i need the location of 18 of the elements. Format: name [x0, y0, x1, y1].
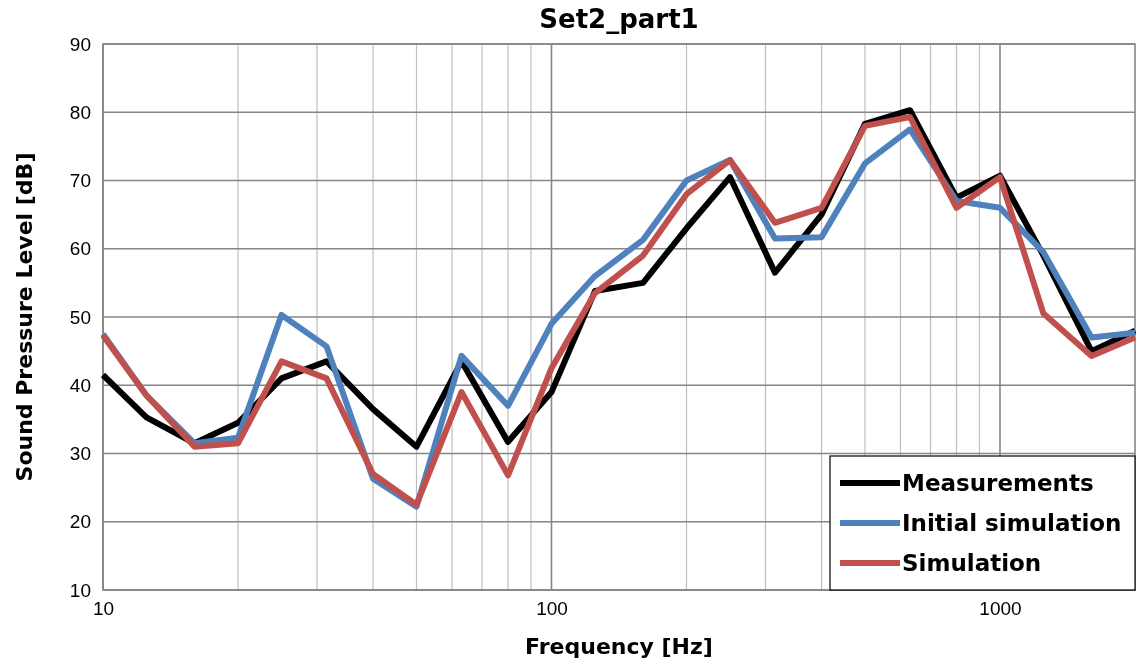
y-tick-label: 40: [69, 374, 91, 396]
y-tick-label: 20: [69, 511, 91, 533]
x-tick-label: 100: [536, 598, 568, 620]
x-tick-label: 10: [92, 598, 115, 620]
legend-label: Initial simulation: [902, 510, 1122, 536]
x-axis-title: Frequency [Hz]: [525, 634, 713, 659]
y-tick-label: 60: [69, 238, 91, 260]
y-tick-label: 30: [69, 443, 91, 465]
y-tick-label: 50: [69, 306, 91, 328]
legend-label: Measurements: [902, 470, 1094, 496]
y-axis-title: Sound Pressure Level [dB]: [12, 152, 37, 482]
y-tick-label: 80: [69, 101, 91, 123]
y-tick-label: 70: [69, 170, 91, 192]
y-tick-label: 10: [69, 579, 91, 601]
legend-label: Simulation: [902, 550, 1042, 576]
chart-title: Set2_part1: [539, 4, 699, 34]
y-tick-label: 90: [69, 33, 91, 55]
x-tick-label: 1000: [979, 598, 1022, 620]
